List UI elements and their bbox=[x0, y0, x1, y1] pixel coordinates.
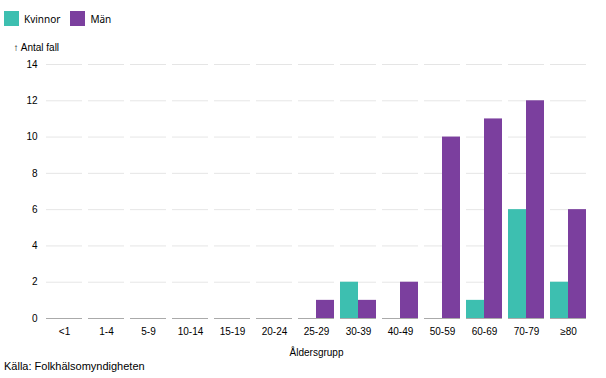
svg-text:50-59: 50-59 bbox=[430, 326, 456, 337]
svg-text:60-69: 60-69 bbox=[472, 326, 498, 337]
svg-text:10-14: 10-14 bbox=[178, 326, 204, 337]
svg-text:0: 0 bbox=[32, 313, 38, 324]
svg-text:↑ Antal fall: ↑ Antal fall bbox=[14, 42, 60, 53]
html-text:Kvinnor: Kvinnor bbox=[24, 11, 61, 26]
svg-text:8: 8 bbox=[32, 168, 38, 179]
html-text:Män: Män bbox=[90, 11, 112, 26]
svg-text:15-19: 15-19 bbox=[220, 326, 246, 337]
svg-text:1-4: 1-4 bbox=[99, 326, 114, 337]
svg-text:10: 10 bbox=[26, 131, 38, 142]
html-text:Källa: Folkhälsomyndigheten: Källa: Folkhälsomyndigheten bbox=[4, 360, 145, 372]
svg-text:Åldersgrupp: Åldersgrupp bbox=[290, 346, 344, 358]
svg-text:12: 12 bbox=[26, 95, 38, 106]
svg-text:4: 4 bbox=[32, 240, 38, 251]
svg-text:5-9: 5-9 bbox=[141, 326, 156, 337]
svg-text:70-79: 70-79 bbox=[514, 326, 540, 337]
svg-text:25-29: 25-29 bbox=[304, 326, 330, 337]
svg-text:2: 2 bbox=[32, 276, 38, 287]
svg-text:14: 14 bbox=[26, 59, 38, 70]
svg-text:6: 6 bbox=[32, 204, 38, 215]
svg-text:30-39: 30-39 bbox=[346, 326, 372, 337]
svg-text:<1: <1 bbox=[59, 326, 71, 337]
svg-text:20-24: 20-24 bbox=[262, 326, 288, 337]
svg-text:≥80: ≥80 bbox=[560, 326, 577, 337]
svg-text:40-49: 40-49 bbox=[388, 326, 414, 337]
